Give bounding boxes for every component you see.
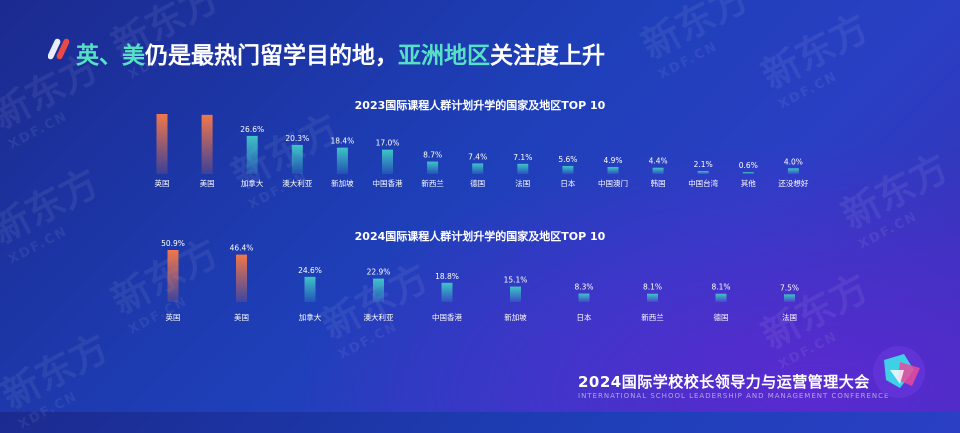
- bar-0: [167, 250, 179, 302]
- bar-13: [742, 172, 754, 174]
- data-label: 4.4%: [649, 157, 668, 166]
- slash-logo-icon: [47, 36, 72, 66]
- bar-8: [517, 163, 529, 174]
- data-label: 22.9%: [367, 268, 391, 277]
- category-label: 澳大利亚: [364, 312, 394, 322]
- data-label: 15.1%: [504, 276, 528, 285]
- data-label: 41.3%: [195, 112, 219, 113]
- category-label: 法国: [515, 178, 530, 188]
- category-label: 日本: [560, 178, 575, 188]
- category-label: 英国: [155, 178, 170, 188]
- bar-2: [246, 135, 258, 174]
- chart-title-2024: 2024国际课程人群计划升学的国家及地区TOP 10: [354, 230, 606, 243]
- data-label: 18.8%: [435, 272, 459, 281]
- category-label: 德国: [714, 312, 729, 322]
- category-label: 中国台湾: [688, 178, 718, 188]
- bar-11: [652, 167, 664, 174]
- data-label: 46.4%: [230, 244, 254, 253]
- data-label: 7.4%: [468, 152, 487, 161]
- bar-1: [201, 114, 213, 174]
- category-label: 美国: [200, 178, 215, 188]
- category-label: 日本: [577, 312, 592, 322]
- data-label: 8.1%: [711, 283, 730, 292]
- bar-5: [382, 149, 393, 174]
- category-label: 其他: [741, 178, 756, 188]
- conference-title: 2024国际学校校长领导力与运营管理大会: [578, 373, 870, 391]
- category-label: 德国: [470, 178, 485, 188]
- category-label: 中国澳门: [598, 178, 628, 188]
- bar-1: [236, 254, 247, 302]
- conference-logo-icon: [864, 340, 934, 408]
- category-label: 新西兰: [421, 178, 444, 188]
- data-label: 24.6%: [298, 266, 322, 275]
- conference-subtitle: INTERNATIONAL SCHOOL LEADERSHIP AND MANA…: [578, 392, 890, 400]
- chart-title-2023: 2023国际课程人群计划升学的国家及地区TOP 10: [354, 99, 606, 112]
- data-label: 8.1%: [643, 283, 662, 292]
- data-label: 7.1%: [513, 153, 532, 162]
- category-label: 中国香港: [432, 312, 462, 322]
- bar-10: [607, 166, 619, 174]
- bar-9: [784, 294, 795, 302]
- data-label: 20.3%: [285, 134, 309, 143]
- category-label: 法国: [782, 312, 797, 322]
- bar-5: [510, 286, 521, 302]
- data-label: 8.7%: [423, 151, 442, 160]
- data-label: 0.6%: [739, 161, 758, 170]
- data-label: 18.4%: [330, 137, 354, 146]
- bar-3: [291, 144, 303, 174]
- bar-2: [304, 276, 316, 302]
- category-label: 还没想好: [778, 178, 808, 188]
- data-label: 5.6%: [558, 155, 577, 164]
- bar-4: [441, 282, 453, 302]
- bar-chart-2023: 41.9%英国41.3%美国26.6%加拿大20.3%澳大利亚18.4%新加坡1…: [155, 112, 809, 188]
- bar-12: [697, 170, 709, 174]
- bar-6: [578, 293, 590, 302]
- bar-7: [647, 293, 658, 302]
- data-label: 17.0%: [376, 139, 400, 148]
- category-label: 英国: [166, 312, 181, 322]
- bar-chart-2024: 50.9% 英国 46.4% 美国 24.6% 加拿大 22.9% 澳大利亚 18.8% 中国香港…: [161, 240, 799, 322]
- category-label: 澳大利亚: [282, 178, 312, 188]
- category-label: 韩国: [651, 178, 666, 188]
- bar-9: [562, 165, 574, 174]
- category-label: 美国: [234, 312, 249, 322]
- category-label: 中国香港: [373, 178, 403, 188]
- category-label: 加拿大: [241, 178, 264, 188]
- bar-0: [156, 114, 168, 174]
- page-title: 英、美仍是最热门留学目的地，亚洲地区关注度上升: [76, 43, 605, 69]
- category-label: 新西兰: [641, 312, 664, 322]
- category-label: 新加坡: [504, 312, 527, 322]
- bar-4: [336, 147, 348, 174]
- bar-14: [787, 168, 799, 174]
- bar-7: [472, 163, 484, 174]
- data-label: 8.3%: [574, 283, 593, 292]
- bar-8: [715, 293, 727, 302]
- data-label: 26.6%: [240, 125, 264, 134]
- data-label: 50.9%: [161, 240, 185, 248]
- data-label: 4.9%: [603, 156, 622, 165]
- data-label: 2.1%: [694, 160, 713, 169]
- data-label: 4.0%: [784, 157, 803, 166]
- bar-3: [373, 278, 384, 302]
- bar-6: [427, 161, 439, 174]
- category-label: 加拿大: [299, 312, 322, 322]
- category-label: 新加坡: [331, 178, 354, 188]
- data-label: 7.5%: [780, 283, 799, 292]
